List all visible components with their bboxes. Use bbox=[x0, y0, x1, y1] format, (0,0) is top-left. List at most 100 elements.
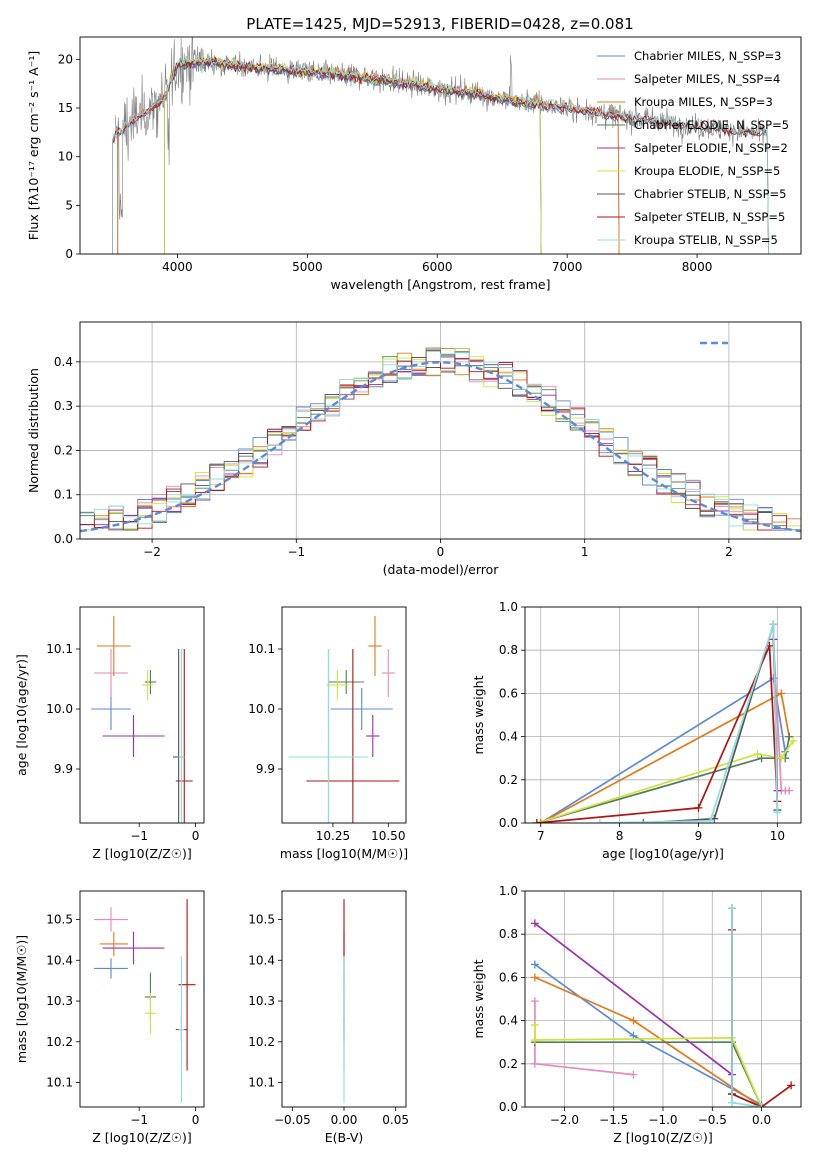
marker-chabrier-stelib bbox=[639, 819, 648, 823]
legend-entry: Chabrier STELIB, N_SSP=5 bbox=[634, 187, 786, 201]
y-tick-label: 0.8 bbox=[499, 643, 518, 657]
y-tick-label: 0.2 bbox=[499, 773, 518, 787]
y-tick-label: 10.4 bbox=[46, 953, 73, 967]
line-chabrier-elodie bbox=[536, 736, 791, 823]
x-tick-label: −2.0 bbox=[550, 1113, 579, 1127]
x-axis-label: E(B-V) bbox=[325, 1130, 364, 1145]
marker-kroupa-stelib bbox=[769, 620, 778, 629]
y-tick-label: 1.0 bbox=[499, 884, 518, 898]
y-tick-label: 9.9 bbox=[54, 762, 73, 776]
marker-chabrier-miles bbox=[530, 960, 539, 969]
x-axis-label: age [log10(age/yr)] bbox=[602, 846, 724, 861]
panel-1: 4000 5000 6000 7000 8000 0 5 10 15 20 wavelength [… bbox=[26, 36, 802, 292]
y-tick-label: 15 bbox=[58, 101, 73, 115]
panel-5: 7 8 9 10 0.0 0.2 0.4 0.6 0.8 1.0 age [log10(age/yr… bbox=[471, 600, 802, 861]
panel-8: −2.0 −1.5 −1.0 −0.5 0.0 0.0 0.2 0.4 0.6 0.8 1.0 Z [… bbox=[471, 884, 802, 1145]
weight-lines bbox=[532, 620, 798, 823]
errorbars bbox=[288, 616, 400, 823]
x-tick-label: 5000 bbox=[292, 260, 323, 274]
marker-kroupa-miles bbox=[629, 1016, 638, 1025]
y-tick-label: 0.4 bbox=[499, 1014, 518, 1028]
x-tick-label: 0 bbox=[192, 1113, 200, 1127]
y-axis-label: Flux [fλ10⁻¹⁷ erg cm⁻² s⁻¹ A⁻¹] bbox=[26, 51, 41, 240]
marker-kroupa-miles bbox=[536, 819, 545, 823]
x-axis-label: Z [log10(Z/Z☉)] bbox=[613, 1130, 713, 1145]
marker-chabrier-elodie bbox=[785, 732, 794, 741]
y-tick-label: 10.0 bbox=[46, 702, 73, 716]
legend-entry: Chabrier MILES, N_SSP=3 bbox=[634, 49, 781, 63]
marker-kroupa-miles bbox=[777, 689, 786, 698]
y-tick-label: 10.1 bbox=[46, 642, 73, 656]
y-axis-label: mass weight bbox=[471, 675, 486, 754]
y-tick-label: 10.3 bbox=[248, 994, 275, 1008]
marker-kroupa-elodie bbox=[777, 754, 786, 763]
y-tick-label: 10.5 bbox=[46, 913, 73, 927]
y-tick-label: 0.3 bbox=[54, 399, 73, 413]
y-tick-label: 10.5 bbox=[248, 913, 275, 927]
spectrum-curves bbox=[112, 37, 769, 254]
axes-frame bbox=[79, 321, 802, 540]
x-tick-label: −0.5 bbox=[698, 1113, 727, 1127]
marker-kroupa-stelib bbox=[757, 1103, 766, 1107]
y-tick-label: 0.0 bbox=[499, 1100, 518, 1114]
x-tick-label: 4000 bbox=[162, 260, 193, 274]
axes-frame bbox=[79, 606, 205, 824]
marker-kroupa-elodie bbox=[530, 1020, 539, 1029]
y-tick-label: 0.1 bbox=[54, 488, 73, 502]
histogram-kroupa-stelib bbox=[80, 352, 801, 531]
x-tick-label: −0.05 bbox=[274, 1113, 311, 1127]
errorbars bbox=[91, 616, 193, 823]
legend-entry: Salpeter MILES, N_SSP=4 bbox=[634, 72, 780, 86]
y-tick-label: 10 bbox=[58, 150, 73, 164]
y-tick-label: 1.0 bbox=[499, 600, 518, 614]
y-axis-label: mass weight bbox=[471, 959, 486, 1038]
x-tick-label: 10.25 bbox=[316, 829, 350, 843]
y-tick-label: 0.4 bbox=[499, 730, 518, 744]
line-kroupa-stelib bbox=[599, 624, 779, 823]
marker-salpeter-stelib bbox=[694, 803, 703, 812]
y-tick-label: 0.4 bbox=[54, 355, 73, 369]
legend-entry: Kroupa STELIB, N_SSP=5 bbox=[634, 233, 778, 247]
marker-kroupa-elodie bbox=[530, 1036, 539, 1045]
normal-curve bbox=[80, 361, 801, 533]
y-tick-label: 10.3 bbox=[46, 994, 73, 1008]
marker-kroupa-stelib bbox=[728, 904, 736, 913]
x-axis-label: (data-model)/error bbox=[383, 562, 500, 577]
line-salpeter-elodie bbox=[534, 922, 733, 1076]
x-tick-label: 6000 bbox=[422, 260, 453, 274]
legend-entry: Chabrier ELODIE, N_SSP=5 bbox=[634, 118, 789, 132]
marker-salpeter-miles bbox=[530, 1059, 539, 1068]
x-tick-label: −1 bbox=[287, 545, 305, 559]
panel-6: −1 0 10.1 10.2 10.3 10.4 10.5 Z [log10(Z/Z☉)] ma… bbox=[14, 890, 205, 1145]
y-tick-label: 10.2 bbox=[46, 1035, 73, 1049]
y-tick-label: 10.4 bbox=[248, 953, 275, 967]
panel-4: 10.25 10.50 9.9 10.0 10.1 mass [log10(M/M☉)] bbox=[248, 606, 408, 861]
x-tick-label: 2 bbox=[725, 545, 733, 559]
x-tick-label: 8000 bbox=[682, 260, 713, 274]
axes-frame bbox=[79, 36, 802, 255]
marker-kroupa-miles bbox=[530, 973, 539, 982]
x-tick-label: 7000 bbox=[552, 260, 583, 274]
x-axis-label: wavelength [Angstrom, rest frame] bbox=[330, 277, 550, 292]
x-tick-label: 10.50 bbox=[371, 829, 405, 843]
x-tick-label: −2 bbox=[143, 545, 161, 559]
y-tick-label: 0.6 bbox=[499, 686, 518, 700]
marker-salpeter-elodie bbox=[530, 919, 539, 928]
x-tick-label: 8 bbox=[616, 829, 624, 843]
x-tick-label: 0.00 bbox=[331, 1113, 358, 1127]
spectrum-title: PLATE=1425, MJD=52913, FIBERID=0428, z=0… bbox=[246, 15, 633, 33]
y-tick-label: 0.2 bbox=[54, 443, 73, 457]
y-tick-label: 10.1 bbox=[248, 1076, 275, 1090]
x-tick-label: 9 bbox=[695, 829, 703, 843]
marker-salpeter-stelib bbox=[532, 819, 541, 823]
line-kroupa-elodie bbox=[536, 740, 794, 823]
axes-frame bbox=[281, 890, 407, 1108]
y-tick-label: 10.1 bbox=[46, 1076, 73, 1090]
x-tick-label: 10 bbox=[770, 829, 785, 843]
panel-3: −1 0 9.9 10.0 10.1 Z [log10(Z/Z☉)] age [log10(… bbox=[14, 606, 205, 861]
axes-frame bbox=[281, 606, 407, 824]
x-tick-label: −1.0 bbox=[648, 1113, 677, 1127]
x-axis-label: Z [log10(Z/Z☉)] bbox=[92, 1130, 192, 1145]
y-tick-label: 0.2 bbox=[499, 1057, 518, 1071]
